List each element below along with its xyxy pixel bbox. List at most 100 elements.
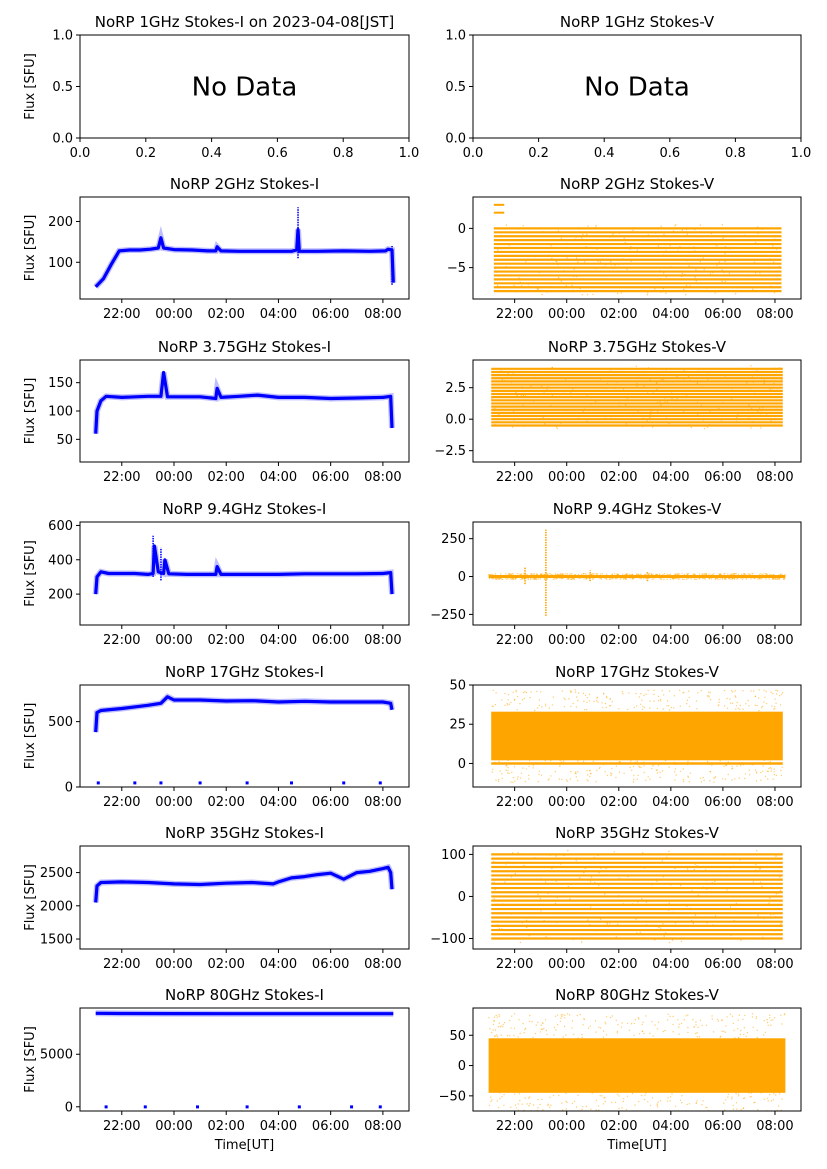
scatter-dot — [532, 573, 535, 575]
scatter-dot — [510, 781, 512, 783]
x-tick-label: 02:00 — [600, 795, 637, 810]
scatter-dot — [675, 375, 677, 377]
scatter-dot — [518, 1093, 520, 1095]
scatter-dot — [736, 765, 738, 767]
scatter-dot — [687, 775, 689, 777]
scatter-dot — [772, 1099, 774, 1101]
y-tick-label: 0.0 — [445, 132, 466, 147]
scatter-dot — [544, 423, 546, 425]
scatter-dot — [773, 382, 775, 385]
scatter-dot — [670, 706, 673, 709]
scatter-dot — [628, 1029, 631, 1032]
scatter-dot — [693, 1115, 694, 1116]
scatter-dot — [775, 1094, 777, 1096]
scatter-dot — [616, 577, 618, 579]
scatter-dot — [585, 286, 587, 288]
scatter-dot — [723, 271, 725, 274]
scatter-dot — [550, 1104, 552, 1107]
scatter-dot — [776, 578, 779, 580]
scatter-dot — [754, 871, 756, 873]
scatter-dot — [507, 577, 509, 579]
scatter-dot — [618, 708, 620, 710]
scatter-dot — [767, 778, 769, 780]
scatter-dot — [586, 420, 588, 422]
scatter-dot — [597, 1105, 600, 1107]
scatter-dot — [643, 867, 646, 869]
scatter-dot — [539, 578, 541, 580]
scatter-dot — [709, 1112, 710, 1113]
scatter-dot — [561, 1109, 564, 1111]
scatter-dot — [689, 412, 691, 414]
scatter-dot — [682, 768, 684, 770]
scatter-dot — [775, 893, 778, 895]
scatter-dot — [534, 912, 536, 914]
scatter-dot — [541, 425, 543, 427]
scatter-dot — [607, 1115, 608, 1116]
scatter-dot — [714, 915, 717, 917]
x-tick-label: 04:00 — [652, 957, 689, 972]
scatter-dot — [564, 378, 567, 381]
scatter-dot — [586, 395, 588, 397]
scatter-dot — [592, 573, 594, 575]
scatter-dot — [595, 224, 597, 227]
scatter-dot — [719, 239, 722, 241]
y-tick-label: 25 — [449, 718, 466, 733]
scatter-dot — [687, 263, 690, 265]
scatter-dot — [731, 236, 734, 238]
scatter-dot — [616, 1116, 617, 1117]
scatter-dot — [774, 578, 777, 580]
scatter-dot — [577, 227, 580, 229]
axes-frame — [79, 521, 410, 626]
scatter-dot — [511, 278, 513, 280]
y-tick-label: 0.5 — [52, 80, 73, 95]
x-tick-label: 00:00 — [155, 307, 192, 322]
scatter-dot — [494, 703, 497, 706]
scatter-dot — [617, 1023, 619, 1026]
scatter-dot — [775, 774, 778, 777]
scatter-dot — [663, 272, 665, 274]
scatter-dot — [489, 573, 491, 576]
scatter-dot — [490, 1100, 492, 1103]
scatter-dot — [503, 1104, 505, 1107]
scatter-dot — [740, 1109, 742, 1111]
scatter-dot — [544, 1019, 547, 1021]
scatter-dot — [746, 1111, 747, 1112]
scatter-dot — [676, 376, 678, 378]
scatter-dot — [522, 573, 524, 575]
scatter-dot — [661, 689, 663, 692]
scatter-dot — [649, 413, 652, 415]
scatter-dot — [738, 1014, 740, 1016]
scatter-dot — [546, 573, 548, 575]
scatter-dot — [727, 875, 729, 877]
scatter-dot — [538, 1117, 539, 1118]
scatter-dot — [721, 409, 723, 411]
scatter-dot — [526, 1103, 528, 1105]
scatter-dot — [678, 1033, 680, 1035]
scatter-dot — [581, 238, 583, 240]
scatter-dot — [735, 696, 737, 698]
scatter-dot — [732, 1022, 735, 1024]
scatter-dot — [727, 1093, 729, 1096]
scatter-dot — [647, 573, 650, 575]
x-tick-label: 06:00 — [704, 957, 741, 972]
scatter-dot — [753, 391, 756, 393]
panel-title: NoRP 9.4GHz Stokes-V — [553, 500, 722, 518]
scatter-dot — [638, 573, 640, 576]
scatter-dot — [665, 416, 667, 418]
scatter-dot — [581, 1108, 583, 1111]
scatter-dot — [652, 1035, 654, 1037]
scatter-dot — [668, 705, 670, 707]
scatter-dot — [581, 294, 583, 296]
scatter-dot — [633, 227, 635, 229]
scatter-dot — [561, 573, 563, 575]
scatter-dot — [521, 922, 523, 924]
scatter-dot — [620, 292, 622, 294]
scatter-dot — [655, 232, 657, 234]
y-tick-label: 50 — [56, 433, 73, 448]
scatter-dot — [677, 573, 679, 576]
scatter-dot — [730, 578, 732, 580]
scatter-dot — [674, 396, 676, 399]
scatter-dot — [780, 1014, 782, 1016]
scatter-dot — [657, 238, 659, 240]
